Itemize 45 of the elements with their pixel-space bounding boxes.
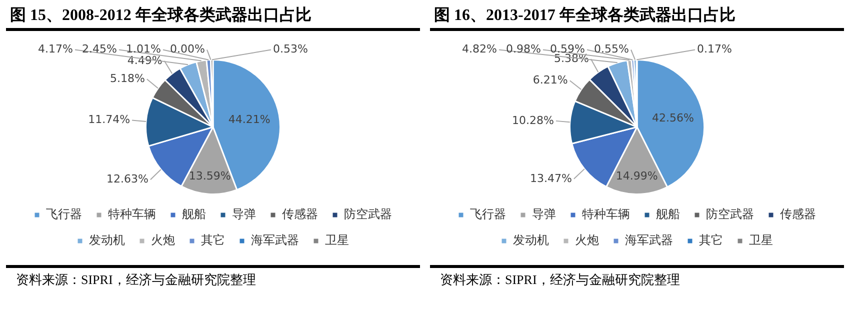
data-label: 0.17% [697, 42, 732, 56]
legend-label: 火炮 [151, 233, 175, 248]
legend-label: 发动机 [513, 233, 549, 248]
data-label: 6.21% [532, 73, 568, 86]
text: 资料来源：SIPRI，经济与金融研究院整理 [430, 265, 844, 289]
legend-label: 传感器 [780, 207, 816, 222]
legend-label: 舰船 [656, 207, 680, 222]
legend-label: 海军武器 [251, 233, 299, 248]
legend-label: 防空武器 [344, 207, 392, 222]
legend-label: 其它 [201, 233, 225, 248]
data-label: 5.18% [110, 72, 145, 85]
legend-label: 导弹 [532, 207, 556, 222]
data-label: 13.59% [188, 170, 231, 183]
data-label: 4.17% [38, 42, 73, 56]
data-label: 44.21% [228, 113, 270, 126]
legend-label: 火炮 [575, 233, 599, 248]
legend-label: 卫星 [749, 233, 773, 248]
text: 0.00% [170, 42, 205, 56]
legend-label: 发动机 [89, 233, 125, 248]
data-label: 42.56% [652, 111, 694, 124]
legend-label: 舰船 [182, 207, 206, 222]
data-label: 13.47% [530, 172, 572, 185]
data-label: 12.63% [106, 172, 148, 186]
data-label: 1.01% [126, 42, 161, 56]
legend-label: 其它 [699, 233, 723, 248]
legend-label: 飞行器 [470, 207, 506, 222]
data-label: 0.55% [594, 42, 629, 56]
legend-label: 导弹 [232, 207, 256, 222]
data-label: 4.82% [462, 42, 497, 56]
data-label: 14.99% [616, 170, 658, 183]
data-label: 0.98% [506, 42, 541, 56]
data-label: 2.45% [82, 42, 117, 56]
data-label: 0.53% [273, 42, 308, 56]
text: 资料来源：SIPRI，经济与金融研究院整理 [6, 265, 420, 289]
legend-label: 飞行器 [46, 207, 82, 222]
legend-label: 海军武器 [625, 233, 673, 248]
chart-title: 图 15、2008-2012 年全球各类武器出口占比 [6, 4, 420, 31]
data-label: 11.74% [88, 113, 130, 126]
data-label: 10.28% [512, 114, 554, 127]
chart-title: 图 16、2013-2017 年全球各类武器出口占比 [430, 4, 844, 31]
legend-label: 卫星 [325, 233, 349, 248]
legend-label: 特种车辆 [582, 207, 630, 222]
legend-label: 防空武器 [706, 207, 754, 222]
legend-label: 特种车辆 [108, 207, 156, 222]
legend-label: 传感器 [282, 207, 318, 222]
